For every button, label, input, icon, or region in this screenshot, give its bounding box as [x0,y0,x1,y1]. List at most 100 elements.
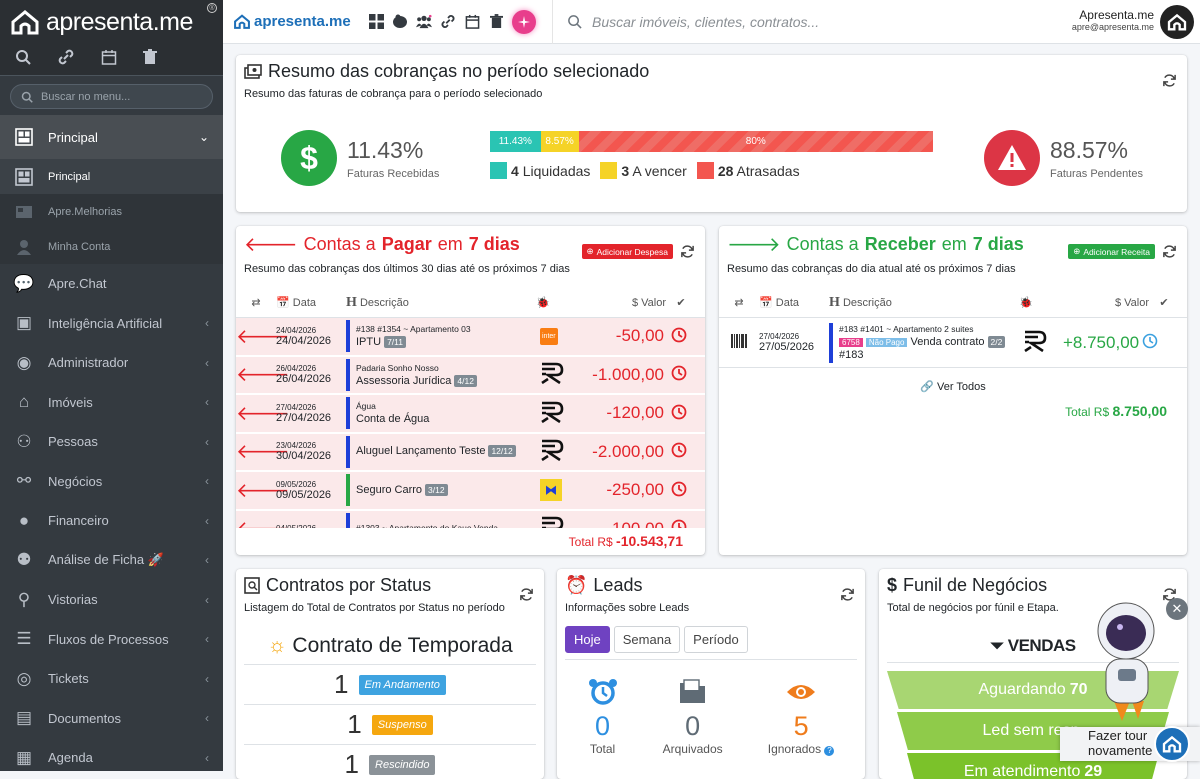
topbar-shortcuts [368,9,536,34]
bank-icon: 🐞 [1019,297,1033,309]
trash-icon[interactable] [488,14,504,30]
plus-icon: ⊕ [1073,246,1081,256]
calendar-icon: ▦ [15,747,33,767]
clock-icon[interactable] [1135,333,1165,352]
column-descricao[interactable]: H Descrição [829,294,892,310]
home-logo-icon [1167,13,1187,31]
table-row[interactable]: 🡐 23/04/2026 30/04/2026 Aluguel Lançamento … [236,433,705,472]
clock-icon[interactable] [664,481,694,500]
column-data[interactable]: 📅 Data [759,297,800,309]
table-row[interactable]: 🡐 27/04/2026 27/04/2026 Água Conta de Água -1… [236,395,705,434]
table-row[interactable]: 27/04/2026 27/05/2026 #183 #1401 ~ Aparta… [719,318,1187,368]
tab-hoje[interactable]: Hoje [565,626,610,653]
sidebar-item-11[interactable]: ▤ Documentos ‹ [0,699,223,739]
clock-icon[interactable] [664,519,694,528]
sidebar-section-principal[interactable]: Principal ⌄ [0,115,223,159]
users-icon[interactable] [416,14,432,30]
refresh-icon[interactable] [840,587,855,607]
leads-stat-arquivados[interactable]: 0 Arquivados [663,678,723,756]
avatar[interactable] [1160,5,1194,39]
sidebar-item-3[interactable]: ⌂ Imóveis ‹ [0,383,223,423]
close-icon[interactable]: ✕ [1166,598,1188,620]
topbar-logo[interactable]: apresenta.me [223,13,368,30]
sidebar-item-9[interactable]: ☰ Fluxos de Processos ‹ [0,620,223,660]
sidebar-item-label: Principal [48,170,91,183]
receber-total: Total R$ 8.750,00 [1065,403,1167,419]
tab-semana[interactable]: Semana [613,626,681,653]
progress-segment: 80% [578,131,933,152]
sidebar-item-5[interactable]: ⚯ Negócios ‹ [0,462,223,502]
status-badge: Rescindido [369,754,436,775]
global-search-input[interactable]: Buscar imóveis, clientes, contratos... [552,0,819,44]
refresh-icon[interactable] [1162,73,1177,93]
tab-periodo[interactable]: Período [684,626,748,653]
table-row[interactable]: 🡐 09/05/2026 09/05/2026 Seguro Carro 3/12 ⧓ -2… [236,472,705,511]
astronaut-mascot[interactable] [1092,597,1160,725]
sidebar-item-4[interactable]: ⚇ Pessoas ‹ [0,422,223,462]
barcode-icon[interactable] [719,334,759,351]
table-row[interactable]: 🡐04/05/2026 #1303 ~ Apartamento do Kaue V… [236,510,705,528]
clock-icon[interactable] [664,404,694,423]
row-dates: 26/04/2026 26/04/2026 [276,364,332,386]
refresh-icon[interactable] [680,244,695,264]
sidebar-item-0[interactable]: 💬 Apre.Chat [0,264,223,304]
sidebar-item-2[interactable]: ◉ Administrador ‹ [0,343,223,383]
sidebar-item-6[interactable]: ● Financeiro ‹ [0,501,223,541]
sidebar-item-principal[interactable]: Principal [0,159,223,194]
sidebar-item-minha-conta[interactable]: Minha Conta [0,229,223,264]
tour-launcher-button[interactable] [1154,726,1190,762]
search-icon[interactable] [15,49,31,70]
link-icon[interactable] [57,49,75,70]
clock-icon[interactable] [664,365,694,384]
sidebar-item-12[interactable]: ▦ Agenda ‹ [0,738,223,771]
column-valor[interactable]: $ Valor [631,296,666,309]
chevron-left-icon: ‹ [205,513,209,528]
column-valor[interactable]: $ Valor [1114,296,1149,309]
column-data[interactable]: 📅 Data [276,297,317,309]
menu-search-input[interactable]: Buscar no menu... [10,84,213,109]
refresh-icon[interactable] [519,587,534,607]
ver-todos-link[interactable]: 🔗 Ver Todos [920,381,986,393]
calendar-icon[interactable] [101,49,117,70]
clock-icon[interactable] [664,442,694,461]
leads-stat-total[interactable]: 0 Total [588,678,618,756]
magic-wand-button[interactable] [512,9,536,34]
clock-icon[interactable] [664,327,694,346]
dashboard-icon[interactable] [368,14,384,30]
status-indicator [829,322,833,363]
sidebar-item-1[interactable]: ▣ Inteligência Artificial ‹ [0,304,223,344]
leads-stat-ignorados[interactable]: 5 Ignorados ? [768,678,835,756]
help-icon[interactable]: ? [824,746,835,756]
calendar-icon[interactable] [464,14,480,30]
user-menu[interactable]: Apresenta.me apre@apresenta.me [1072,8,1154,32]
list-item[interactable]: 1 Em Andamento [244,665,536,705]
status-indicator [346,320,350,353]
swap-icon[interactable]: ⇄ [734,297,744,309]
table-row[interactable]: 🡐 26/04/2026 26/04/2026 Padaria Sonho Nosso… [236,356,705,395]
row-dates: 27/04/2026 27/04/2026 [276,402,332,424]
piggy-bank-icon[interactable] [392,14,408,30]
add-income-button[interactable]: ⊕ Adicionar Receita [1068,244,1155,259]
swap-icon[interactable]: ⇄ [251,297,261,309]
sidebar-item-10[interactable]: ◎ Tickets ‹ [0,659,223,699]
sidebar-item-7[interactable]: ⚉ Análise de Ficha 🚀 ‹ [0,541,223,581]
bb-bank-icon: ⧓ [540,479,562,502]
flow-icon: ☰ [16,629,32,649]
funnel-icon: ⏷ [990,636,1004,655]
people-icon: ⚇ [16,431,32,451]
contas-receber-card: 🡒 Contas a Receber em 7 dias Resumo das … [719,226,1187,555]
arrow-left-icon: 🡐 [244,234,298,256]
add-expense-button[interactable]: ⊕ Adicionar Despesa [581,244,673,259]
inter-bank-icon: inter [540,327,558,345]
sidebar-item-apre-melhorias[interactable]: Apre.Melhorias [0,194,223,229]
sidebar-brand[interactable]: apresenta.me ® [0,0,223,44]
table-row[interactable]: 🡐 24/04/2026 24/04/2026 #138 #1354 ~ Aparta… [236,318,705,357]
row-value: -120,00 [606,403,664,423]
refresh-icon[interactable] [1162,244,1177,264]
column-descricao[interactable]: H Descrição [346,294,409,310]
trash-icon[interactable] [143,49,157,70]
sidebar-item-8[interactable]: ⚲ Vistorias ‹ [0,580,223,620]
list-item[interactable]: 1 Suspenso [244,705,536,745]
link-icon[interactable] [440,14,456,30]
list-item[interactable]: 1 Rescindido [244,745,536,779]
